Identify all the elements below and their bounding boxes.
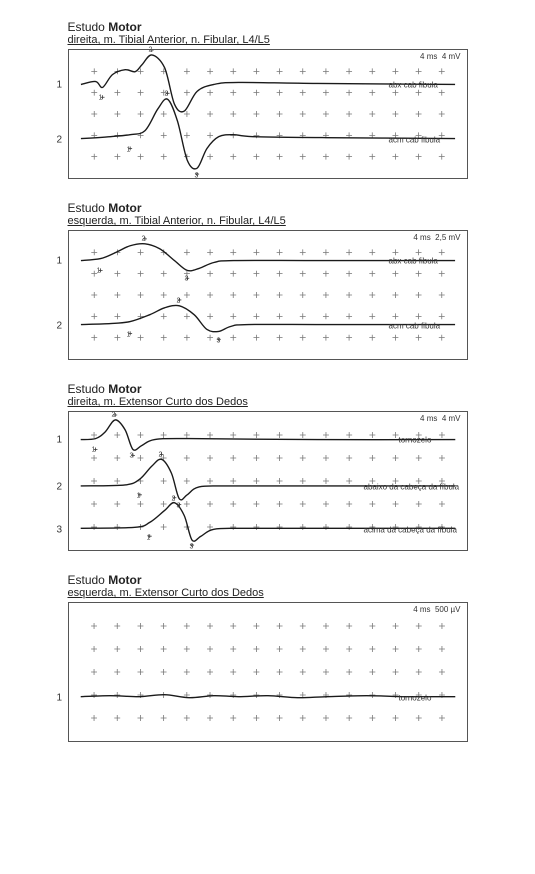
chart-panel: Estudo Motoresquerda, m. Extensor Curto … (68, 573, 468, 742)
title-prefix: Estudo (68, 201, 105, 215)
scale-label: 4 ms 4 mV (420, 414, 460, 423)
trace-number: 1 (57, 435, 63, 446)
marker-label: 1 (147, 535, 151, 542)
marker-label: 1 (127, 147, 131, 154)
trace-number: 2 (57, 135, 63, 146)
waveform-chart: 4 ms 4 mV1tornozelo1232abaixo da cabeça … (68, 411, 468, 551)
scale-amp: 2,5 mV (435, 233, 460, 242)
trace-number: 2 (57, 321, 63, 332)
panel-subtitle: direita, m. Extensor Curto dos Dedos (68, 396, 468, 408)
trace-number: 1 (57, 256, 63, 267)
panel-title: Estudo Motor (68, 201, 468, 215)
marker-label: 2 (177, 298, 181, 305)
trace-label: acima da cabeça da fíbula (364, 526, 457, 535)
marker-label: 3 (177, 503, 181, 510)
panel-title: Estudo Motor (68, 382, 468, 396)
chart-panel: Estudo Motordireita, m. Tibial Anterior,… (68, 20, 468, 179)
scale-time: 4 ms (420, 52, 437, 61)
trace-label: acm cab fibula (389, 136, 441, 145)
marker-label: 3 (130, 453, 134, 460)
title-bold: Motor (108, 573, 141, 587)
marker-label: 1 (137, 493, 141, 500)
panel-title: Estudo Motor (68, 20, 468, 34)
chart-panel: Estudo Motordireita, m. Extensor Curto d… (68, 382, 468, 551)
marker-label: 1 (99, 95, 103, 102)
panel-title: Estudo Motor (68, 573, 468, 587)
marker-label: 2 (159, 452, 163, 459)
trace-label: abx cab fibula (389, 257, 438, 266)
trace-number: 2 (57, 482, 63, 493)
marker-label: 3 (195, 173, 199, 180)
title-prefix: Estudo (68, 382, 105, 396)
scale-label: 4 ms 2,5 mV (413, 233, 460, 242)
panel-subtitle: esquerda, m. Extensor Curto dos Dedos (68, 587, 468, 599)
waveform-chart: 4 ms 2,5 mV 1 abx cab fibula 1 2 3 2 acm cab fi… (68, 230, 468, 360)
marker-label: 2 (165, 91, 169, 98)
trace-number: 3 (57, 525, 63, 536)
marker-label: 2 (172, 496, 176, 503)
waveform-chart: 4 ms 500 µV1tornozelo (68, 602, 468, 742)
chart-panel: Estudo Motoresquerda, m. Tibial Anterior… (68, 201, 468, 360)
scale-time: 4 ms (420, 414, 437, 423)
trace-number: 1 (57, 80, 63, 91)
title-prefix: Estudo (68, 20, 105, 34)
scale-amp: 4 mV (442, 52, 461, 61)
title-bold: Motor (108, 20, 141, 34)
marker-label: 1 (127, 332, 131, 339)
scale-amp: 500 µV (435, 605, 461, 614)
panel-subtitle: direita, m. Tibial Anterior, n. Fibular,… (68, 34, 468, 46)
marker-label: 2 (112, 412, 116, 419)
marker-label: 1 (97, 268, 101, 275)
trace-label: abx cab fibula (389, 81, 438, 90)
trace-label: acm cab fibula (389, 322, 441, 331)
marker-label: 2 (149, 47, 153, 54)
marker-label: 2 (142, 236, 146, 243)
scale-label: 4 ms 500 µV (413, 605, 460, 614)
marker-label: 1 (92, 447, 96, 454)
waveform-chart: 4 ms 4 mV 1 abx cab fibula 1 2 2 acm cab fibul… (68, 49, 468, 179)
marker-label: 3 (185, 276, 189, 283)
scale-time: 4 ms (413, 605, 430, 614)
trace-label: tornozelo (399, 436, 432, 445)
scale-amp: 4 mV (442, 414, 461, 423)
trace-number: 1 (57, 693, 63, 704)
panel-subtitle: esquerda, m. Tibial Anterior, n. Fibular… (68, 215, 468, 227)
scale-time: 4 ms (413, 233, 430, 242)
title-bold: Motor (108, 201, 141, 215)
title-prefix: Estudo (68, 573, 105, 587)
scale-label: 4 ms 4 mV (420, 52, 460, 61)
marker-label: 3 (190, 544, 194, 551)
marker-label: 3 (217, 338, 221, 345)
trace-label: abaixo da cabeça da fíbula (364, 483, 460, 492)
trace-label: tornozelo (399, 694, 432, 703)
title-bold: Motor (108, 382, 141, 396)
